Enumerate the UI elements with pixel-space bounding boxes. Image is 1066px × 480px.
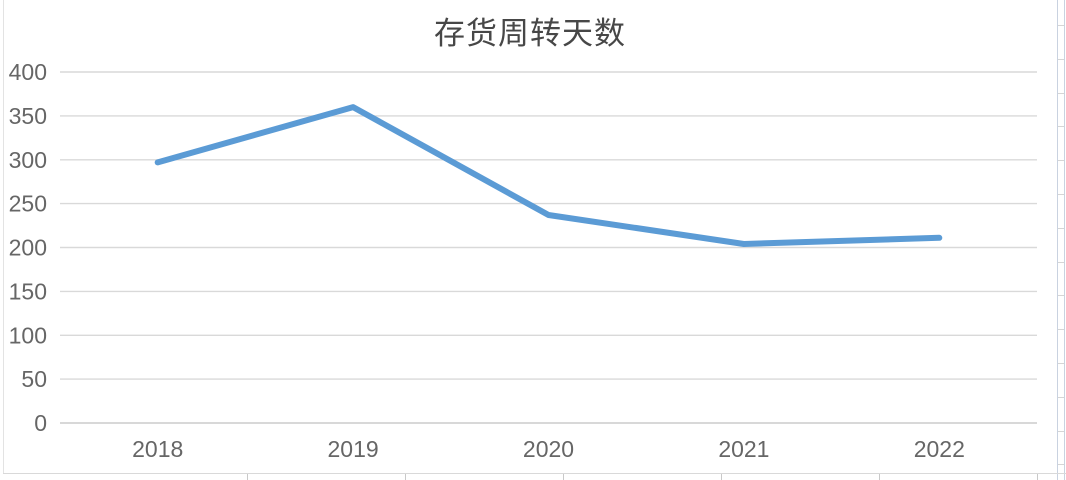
sheet-row-divider	[1058, 59, 1064, 60]
y-axis-tick-label: 50	[21, 366, 47, 392]
sheet-row-divider	[1058, 464, 1064, 465]
sheet-column-divider	[405, 474, 406, 480]
sheet-row-divider	[1058, 431, 1064, 432]
sheet-row-divider	[1058, 93, 1064, 94]
series-line	[154, 104, 943, 247]
sheet-row-divider	[1058, 363, 1064, 364]
sheet-row-divider	[1058, 160, 1064, 161]
sheet-row-divider	[1058, 295, 1064, 296]
sheet-column-divider	[721, 474, 722, 480]
sheet-column-divider	[247, 474, 248, 480]
sheet-column-divider	[563, 474, 564, 480]
y-axis-tick-label: 250	[9, 191, 47, 217]
sheet-row-divider	[1058, 194, 1064, 195]
x-axis-tick-label: 2018	[132, 436, 183, 462]
x-axis-tick-label: 2019	[328, 436, 379, 462]
sheet-row-divider	[1058, 126, 1064, 127]
y-axis-tick-label: 400	[9, 59, 47, 85]
y-axis-tick-label: 200	[9, 235, 47, 261]
sheet-left-border	[3, 0, 4, 473]
x-axis-tick-label: 2020	[523, 436, 574, 462]
y-axis-tick-label: 300	[9, 147, 47, 173]
x-axis-tick-label: 2022	[914, 436, 965, 462]
sheet-row-divider	[1058, 329, 1064, 330]
sheet-bottom-row-line	[3, 473, 1066, 474]
y-axis-tick-label: 350	[9, 103, 47, 129]
sheet-column-divider	[1037, 474, 1038, 480]
x-axis-tick-label: 2021	[718, 436, 769, 462]
sheet-row-divider	[1058, 25, 1064, 26]
y-axis-tick-label: 100	[9, 322, 47, 348]
y-axis-tick-label: 150	[9, 278, 47, 304]
sheet-row-divider	[1058, 228, 1064, 229]
sheet-right-column-strip	[1057, 0, 1065, 480]
sheet-row-divider	[1058, 262, 1064, 263]
sheet-column-divider	[879, 474, 880, 480]
chart-title: 存货周转天数	[434, 16, 626, 52]
y-axis-tick-label: 0	[34, 410, 47, 436]
sheet-row-divider	[1058, 397, 1064, 398]
